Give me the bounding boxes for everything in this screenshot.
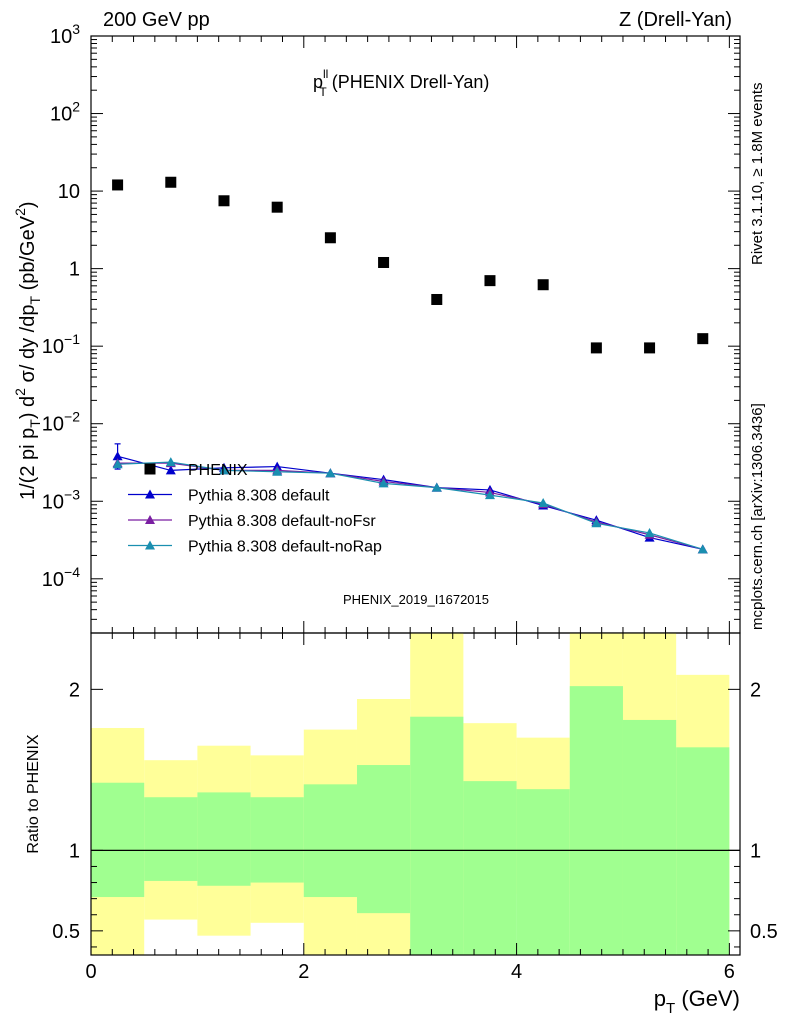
data-point [644, 527, 655, 537]
ratio-y-tick-label: 1 [69, 840, 80, 862]
band-1sigma [622, 719, 677, 955]
data-point [644, 342, 656, 354]
data-point [324, 232, 336, 244]
data-point [112, 179, 124, 191]
x-tick-label: 4 [511, 961, 522, 983]
y-tick-label: 1 [69, 259, 80, 281]
y-tick-label: 10−1 [42, 331, 80, 358]
y-tick-label: 10−2 [42, 409, 80, 436]
data-point [431, 293, 443, 305]
series-line [117, 455, 703, 550]
data-point [271, 201, 283, 213]
band-1sigma [356, 765, 411, 914]
legend-label: PHENIX [188, 462, 248, 479]
data-point [537, 279, 549, 291]
ratio-frame [90, 632, 741, 956]
x-axis-label: pT (GeV) [654, 986, 740, 1017]
y-tick-label: 10−3 [42, 486, 80, 513]
ratio-y-tick-label-right: 1 [750, 840, 761, 862]
y-tick-label: 103 [50, 21, 80, 48]
band-1sigma [144, 797, 198, 881]
ratio-y-tick-label: 0.5 [52, 921, 80, 943]
data-point [538, 497, 549, 507]
band-1sigma [676, 747, 730, 955]
legend-marker [144, 463, 156, 475]
ratio-y-axis-label: Ratio to PHENIX [25, 734, 42, 853]
band-1sigma [250, 797, 304, 883]
data-point [218, 465, 229, 475]
ratio-y-tick-label: 2 [69, 679, 80, 701]
legend-marker [145, 540, 155, 550]
data-point [112, 451, 123, 461]
x-tick-label: 0 [85, 961, 96, 983]
band-1sigma [91, 782, 145, 898]
data-point [165, 465, 176, 475]
y-tick-label: 10 [58, 181, 80, 203]
header-right: Z (Drell-Yan) [619, 9, 732, 31]
ratio-y-tick-label-right: 0.5 [750, 921, 778, 943]
band-1sigma [197, 792, 251, 886]
data-point [218, 195, 230, 207]
legend-marker [145, 515, 155, 524]
data-point [378, 478, 389, 488]
band-1sigma [410, 716, 464, 955]
data-point [165, 457, 176, 467]
legend-label: Pythia 8.308 default-noRap [188, 539, 382, 556]
data-point [591, 518, 602, 528]
ratio-panel: 0.5 0.5 1 1 2 2 0 2 4 6 Ratio to PHENIX pT (GeV) [25, 632, 778, 1017]
y-tick-label: 10−4 [42, 564, 80, 591]
legend-label: Pythia 8.308 default [188, 488, 330, 505]
data-point [431, 482, 442, 492]
data-point [378, 256, 390, 268]
x-tick-label: 6 [724, 961, 735, 983]
data-point [484, 490, 495, 500]
data-point [325, 468, 336, 478]
y-axis-label: 1/(2 pi pT) d2 σ/ dy /dpT (pb/GeV2) [12, 201, 43, 500]
legend-label: Pythia 8.308 default-noFsr [188, 513, 376, 530]
ratio-y-tick-label-right: 2 [750, 679, 761, 701]
band-1sigma [516, 789, 570, 955]
series-line [117, 461, 703, 550]
plot-title: pll T (PHENIX Drell-Yan) [313, 67, 489, 99]
band-1sigma [463, 781, 517, 955]
x-tick-label: 2 [298, 961, 309, 983]
band-1sigma [569, 686, 623, 955]
mcplots-label: mcplots.cern.ch [arXiv:1306.3436] [749, 403, 766, 630]
data-point [272, 466, 283, 476]
watermark: PHENIX_2019_I1672015 [343, 592, 489, 607]
data-point [697, 544, 708, 554]
legend-marker [145, 489, 155, 499]
header-left: 200 GeV pp [103, 9, 210, 31]
data-point [112, 459, 123, 469]
rivet-label: Rivet 3.1.10, ≥ 1.8M events [749, 83, 766, 266]
band-1sigma [303, 784, 357, 898]
y-tick-label: 102 [50, 99, 80, 126]
data-point [590, 342, 602, 354]
data-point [165, 176, 177, 188]
data-point [697, 333, 709, 345]
data-point [484, 275, 496, 287]
